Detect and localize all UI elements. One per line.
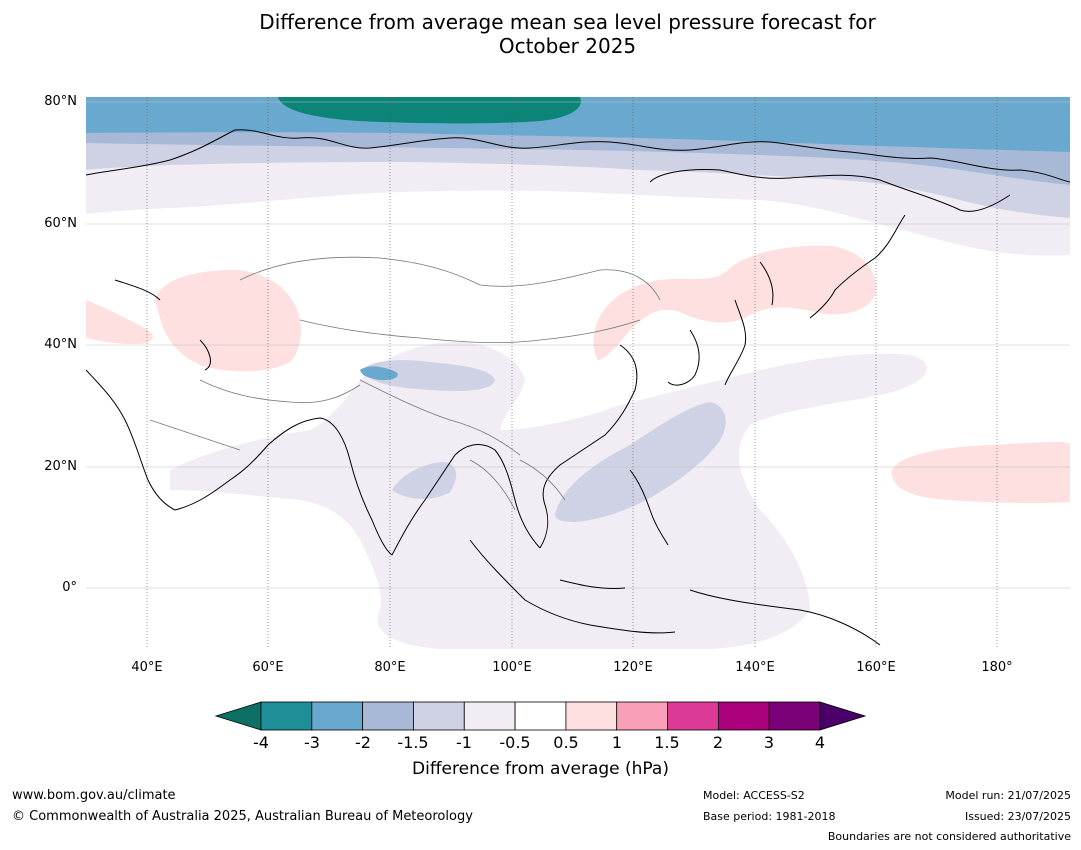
anomaly-pacific-pos0-5 — [891, 442, 1070, 504]
anomaly-central-asia-pos0-5 — [155, 269, 302, 372]
disclaimer-text: Boundaries are not considered authoritat… — [827, 830, 1071, 843]
anomaly-west-pacific-neg1 — [555, 402, 726, 522]
colorbar-segment — [717, 701, 770, 731]
anomaly-east-asia-pos0-5 — [593, 245, 876, 360]
colorbar-tick: -4 — [253, 733, 269, 752]
gridlines — [86, 101, 1070, 589]
colorbar-segment — [565, 701, 618, 731]
lat-label-80n: 80°N — [44, 94, 77, 109]
map-title: Difference from average mean sea level p… — [0, 10, 1081, 58]
colorbar-segment — [311, 701, 364, 731]
colorbar-label: Difference from average (hPa) — [412, 759, 669, 779]
colorbar — [214, 701, 867, 731]
copyright-text: © Commonwealth of Australia 2025, Austra… — [12, 809, 473, 824]
colorbar-tick: 4 — [814, 733, 826, 752]
lon-label-60e: 60°E — [252, 660, 284, 675]
model-text: Model: ACCESS-S2 — [703, 789, 805, 802]
colorbar-tick: -1.5 — [397, 733, 429, 752]
anomaly-tibet-neg2 — [360, 366, 398, 381]
website-link[interactable]: www.bom.gov.au/climate — [12, 788, 176, 803]
country-borders — [149, 256, 661, 511]
lat-label-0: 0° — [62, 580, 77, 595]
lon-label-140e: 140°E — [735, 660, 775, 675]
colorbar-segment — [667, 701, 719, 731]
lat-label-60n: 60°N — [44, 216, 77, 231]
title-line-2: October 2025 — [498, 34, 637, 58]
colorbar-tick: -0.5 — [499, 733, 531, 752]
colorbar-segment — [616, 701, 668, 731]
issued-text: Issued: 23/07/2025 — [964, 810, 1071, 823]
colorbar-segment — [463, 701, 516, 731]
meridians — [146, 97, 998, 649]
colorbar-tick: -3 — [304, 733, 320, 752]
colorbar-extension-high — [819, 701, 867, 731]
anomaly-bay-bengal-neg1 — [392, 462, 457, 499]
colorbar-segment — [413, 701, 465, 731]
colorbar-segment — [362, 701, 414, 731]
colorbar-tick: 1 — [611, 733, 623, 752]
lon-label-80e: 80°E — [374, 660, 406, 675]
colorbar-tick: 2 — [712, 733, 724, 752]
lon-label-160e: 160°E — [856, 660, 896, 675]
anomaly-tibet-neg1 — [362, 360, 495, 391]
colorbar-segment — [260, 701, 313, 731]
colorbar-segment — [768, 701, 821, 731]
colorbar-extension-low — [214, 701, 262, 731]
lon-label-40e: 40°E — [131, 660, 163, 675]
colorbar-tick: 3 — [763, 733, 775, 752]
lon-label-100e: 100°E — [492, 660, 532, 675]
anomaly-east-europe-pos0-5 — [86, 300, 153, 344]
anomaly-band-neg4 — [278, 97, 581, 124]
map-plot-area — [86, 97, 1070, 649]
title-line-1: Difference from average mean sea level p… — [259, 10, 876, 34]
lat-label-40n: 40°N — [44, 337, 77, 352]
colorbar-tick: -1 — [456, 733, 472, 752]
lon-label-180: 180° — [981, 660, 1013, 675]
base-period-text: Base period: 1981-2018 — [703, 810, 836, 823]
coastlines — [86, 129, 1070, 646]
colorbar-tick: 1.5 — [654, 733, 680, 752]
anomaly-tropics-neg0-5 — [170, 341, 927, 649]
colorbar-tick: 0.5 — [553, 733, 579, 752]
colorbar-segment — [514, 701, 567, 731]
colorbar-tick: -2 — [355, 733, 371, 752]
lat-label-20n: 20°N — [44, 459, 77, 474]
lon-label-120e: 120°E — [613, 660, 653, 675]
model-run-text: Model run: 21/07/2025 — [945, 789, 1071, 802]
